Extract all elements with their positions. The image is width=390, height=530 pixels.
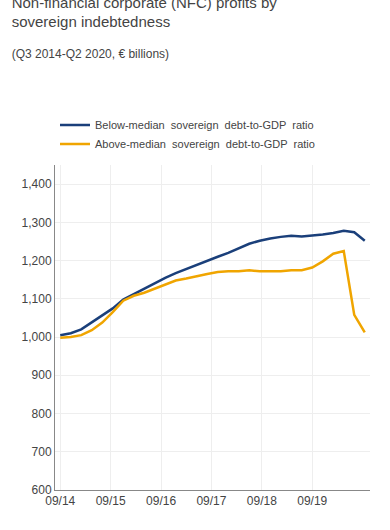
svg-text:1,200: 1,200: [22, 254, 52, 268]
svg-text:09/14: 09/14: [45, 494, 75, 508]
svg-text:1,000: 1,000: [22, 330, 52, 344]
svg-text:800: 800: [32, 407, 52, 421]
svg-text:600: 600: [32, 483, 52, 497]
svg-text:Above-median sovereign debt-: Above-median sovereign debt-to-GDP ratio: [95, 138, 315, 150]
svg-text:09/15: 09/15: [96, 494, 126, 508]
svg-text:1,300: 1,300: [22, 216, 52, 230]
svg-text:09/18: 09/18: [247, 494, 277, 508]
svg-text:(Q3 2014-Q2 2020, € billions): (Q3 2014-Q2 2020, € billions): [12, 47, 169, 61]
svg-text:09/17: 09/17: [196, 494, 226, 508]
svg-text:1,400: 1,400: [22, 177, 52, 191]
svg-text:700: 700: [32, 445, 52, 459]
svg-text:09/16: 09/16: [146, 494, 176, 508]
svg-text:09/19: 09/19: [297, 494, 327, 508]
svg-text:Below-median sovereign debt-: Below-median sovereign debt-to-GDP ratio: [95, 119, 314, 131]
svg-text:Non-financial corporate (NFC): Non-financial corporate (NFC) profits by…: [12, 0, 278, 30]
svg-text:1,100: 1,100: [22, 292, 52, 306]
svg-text:900: 900: [32, 368, 52, 382]
